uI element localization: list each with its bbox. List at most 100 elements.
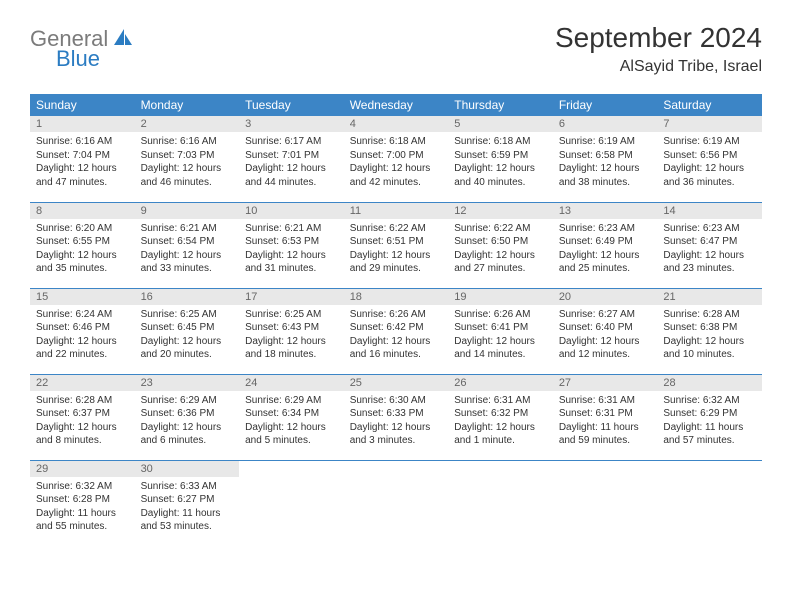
calendar-day-cell (448, 460, 553, 546)
day-number: 22 (30, 375, 135, 391)
day-details: Sunrise: 6:18 AMSunset: 7:00 PMDaylight:… (344, 132, 449, 195)
weekday-header: Monday (135, 94, 240, 116)
day-number: 9 (135, 203, 240, 219)
day-number: 19 (448, 289, 553, 305)
page-header: General Blue September 2024 AlSayid Trib… (30, 22, 762, 76)
day-details: Sunrise: 6:25 AMSunset: 6:43 PMDaylight:… (239, 305, 344, 368)
day-number: 8 (30, 203, 135, 219)
day-details: Sunrise: 6:28 AMSunset: 6:38 PMDaylight:… (657, 305, 762, 368)
day-details: Sunrise: 6:23 AMSunset: 6:49 PMDaylight:… (553, 219, 658, 282)
day-details: Sunrise: 6:21 AMSunset: 6:54 PMDaylight:… (135, 219, 240, 282)
day-number: 15 (30, 289, 135, 305)
calendar-day-cell: 18Sunrise: 6:26 AMSunset: 6:42 PMDayligh… (344, 288, 449, 374)
logo-sail-icon (113, 28, 133, 51)
day-number: 24 (239, 375, 344, 391)
day-details: Sunrise: 6:22 AMSunset: 6:51 PMDaylight:… (344, 219, 449, 282)
day-number: 14 (657, 203, 762, 219)
day-number: 16 (135, 289, 240, 305)
month-title: September 2024 (555, 22, 762, 54)
calendar-day-cell: 5Sunrise: 6:18 AMSunset: 6:59 PMDaylight… (448, 116, 553, 202)
day-details: Sunrise: 6:28 AMSunset: 6:37 PMDaylight:… (30, 391, 135, 454)
day-number: 10 (239, 203, 344, 219)
day-number: 13 (553, 203, 658, 219)
day-number: 28 (657, 375, 762, 391)
calendar-day-cell: 12Sunrise: 6:22 AMSunset: 6:50 PMDayligh… (448, 202, 553, 288)
calendar-day-cell: 27Sunrise: 6:31 AMSunset: 6:31 PMDayligh… (553, 374, 658, 460)
calendar-week-row: 29Sunrise: 6:32 AMSunset: 6:28 PMDayligh… (30, 460, 762, 546)
calendar-day-cell: 10Sunrise: 6:21 AMSunset: 6:53 PMDayligh… (239, 202, 344, 288)
calendar-day-cell: 23Sunrise: 6:29 AMSunset: 6:36 PMDayligh… (135, 374, 240, 460)
calendar-day-cell: 25Sunrise: 6:30 AMSunset: 6:33 PMDayligh… (344, 374, 449, 460)
calendar-day-cell: 21Sunrise: 6:28 AMSunset: 6:38 PMDayligh… (657, 288, 762, 374)
location-label: AlSayid Tribe, Israel (555, 58, 762, 76)
day-details: Sunrise: 6:33 AMSunset: 6:27 PMDaylight:… (135, 477, 240, 540)
calendar-day-cell: 15Sunrise: 6:24 AMSunset: 6:46 PMDayligh… (30, 288, 135, 374)
day-details: Sunrise: 6:23 AMSunset: 6:47 PMDaylight:… (657, 219, 762, 282)
day-number: 7 (657, 116, 762, 132)
calendar-week-row: 22Sunrise: 6:28 AMSunset: 6:37 PMDayligh… (30, 374, 762, 460)
day-details: Sunrise: 6:24 AMSunset: 6:46 PMDaylight:… (30, 305, 135, 368)
day-details: Sunrise: 6:32 AMSunset: 6:29 PMDaylight:… (657, 391, 762, 454)
calendar-day-cell: 8Sunrise: 6:20 AMSunset: 6:55 PMDaylight… (30, 202, 135, 288)
calendar-day-cell: 13Sunrise: 6:23 AMSunset: 6:49 PMDayligh… (553, 202, 658, 288)
day-number: 5 (448, 116, 553, 132)
day-details: Sunrise: 6:29 AMSunset: 6:34 PMDaylight:… (239, 391, 344, 454)
calendar-day-cell: 22Sunrise: 6:28 AMSunset: 6:37 PMDayligh… (30, 374, 135, 460)
day-number: 30 (135, 461, 240, 477)
day-details: Sunrise: 6:31 AMSunset: 6:32 PMDaylight:… (448, 391, 553, 454)
day-details: Sunrise: 6:25 AMSunset: 6:45 PMDaylight:… (135, 305, 240, 368)
calendar-day-cell: 29Sunrise: 6:32 AMSunset: 6:28 PMDayligh… (30, 460, 135, 546)
weekday-header: Saturday (657, 94, 762, 116)
calendar-page: General Blue September 2024 AlSayid Trib… (0, 0, 792, 568)
day-number: 21 (657, 289, 762, 305)
day-details: Sunrise: 6:27 AMSunset: 6:40 PMDaylight:… (553, 305, 658, 368)
day-number: 11 (344, 203, 449, 219)
day-details: Sunrise: 6:19 AMSunset: 6:56 PMDaylight:… (657, 132, 762, 195)
day-details: Sunrise: 6:22 AMSunset: 6:50 PMDaylight:… (448, 219, 553, 282)
day-details: Sunrise: 6:30 AMSunset: 6:33 PMDaylight:… (344, 391, 449, 454)
day-details: Sunrise: 6:21 AMSunset: 6:53 PMDaylight:… (239, 219, 344, 282)
day-details: Sunrise: 6:20 AMSunset: 6:55 PMDaylight:… (30, 219, 135, 282)
calendar-day-cell: 26Sunrise: 6:31 AMSunset: 6:32 PMDayligh… (448, 374, 553, 460)
weekday-header: Wednesday (344, 94, 449, 116)
calendar-day-cell: 14Sunrise: 6:23 AMSunset: 6:47 PMDayligh… (657, 202, 762, 288)
day-details: Sunrise: 6:19 AMSunset: 6:58 PMDaylight:… (553, 132, 658, 195)
day-number: 2 (135, 116, 240, 132)
weekday-header: Tuesday (239, 94, 344, 116)
day-details: Sunrise: 6:16 AMSunset: 7:04 PMDaylight:… (30, 132, 135, 195)
calendar-week-row: 8Sunrise: 6:20 AMSunset: 6:55 PMDaylight… (30, 202, 762, 288)
calendar-week-row: 1Sunrise: 6:16 AMSunset: 7:04 PMDaylight… (30, 116, 762, 202)
day-details: Sunrise: 6:18 AMSunset: 6:59 PMDaylight:… (448, 132, 553, 195)
day-number: 27 (553, 375, 658, 391)
day-details: Sunrise: 6:17 AMSunset: 7:01 PMDaylight:… (239, 132, 344, 195)
day-number: 3 (239, 116, 344, 132)
day-details: Sunrise: 6:16 AMSunset: 7:03 PMDaylight:… (135, 132, 240, 195)
calendar-day-cell: 16Sunrise: 6:25 AMSunset: 6:45 PMDayligh… (135, 288, 240, 374)
weekday-header: Thursday (448, 94, 553, 116)
calendar-day-cell: 4Sunrise: 6:18 AMSunset: 7:00 PMDaylight… (344, 116, 449, 202)
calendar-day-cell: 28Sunrise: 6:32 AMSunset: 6:29 PMDayligh… (657, 374, 762, 460)
calendar-day-cell: 20Sunrise: 6:27 AMSunset: 6:40 PMDayligh… (553, 288, 658, 374)
day-number: 23 (135, 375, 240, 391)
calendar-day-cell: 17Sunrise: 6:25 AMSunset: 6:43 PMDayligh… (239, 288, 344, 374)
weekday-header: Sunday (30, 94, 135, 116)
calendar-day-cell: 24Sunrise: 6:29 AMSunset: 6:34 PMDayligh… (239, 374, 344, 460)
weekday-header: Friday (553, 94, 658, 116)
day-number: 4 (344, 116, 449, 132)
logo: General Blue (30, 22, 135, 52)
calendar-day-cell: 2Sunrise: 6:16 AMSunset: 7:03 PMDaylight… (135, 116, 240, 202)
calendar-day-cell: 6Sunrise: 6:19 AMSunset: 6:58 PMDaylight… (553, 116, 658, 202)
calendar-day-cell: 1Sunrise: 6:16 AMSunset: 7:04 PMDaylight… (30, 116, 135, 202)
day-details: Sunrise: 6:26 AMSunset: 6:41 PMDaylight:… (448, 305, 553, 368)
logo-text-blue: Blue (56, 46, 100, 72)
calendar-day-cell (553, 460, 658, 546)
calendar-day-cell (657, 460, 762, 546)
calendar-day-cell: 11Sunrise: 6:22 AMSunset: 6:51 PMDayligh… (344, 202, 449, 288)
calendar-day-cell: 7Sunrise: 6:19 AMSunset: 6:56 PMDaylight… (657, 116, 762, 202)
day-details: Sunrise: 6:26 AMSunset: 6:42 PMDaylight:… (344, 305, 449, 368)
calendar-day-cell: 3Sunrise: 6:17 AMSunset: 7:01 PMDaylight… (239, 116, 344, 202)
day-number: 29 (30, 461, 135, 477)
day-details: Sunrise: 6:29 AMSunset: 6:36 PMDaylight:… (135, 391, 240, 454)
weekday-header-row: Sunday Monday Tuesday Wednesday Thursday… (30, 94, 762, 116)
day-number: 26 (448, 375, 553, 391)
